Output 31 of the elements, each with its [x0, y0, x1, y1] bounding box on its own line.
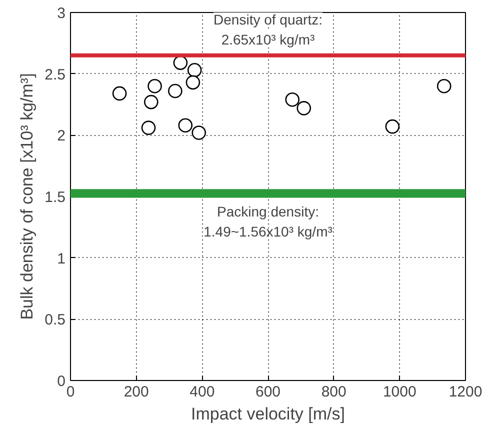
x-tick-label: 400	[190, 384, 215, 400]
point	[148, 78, 162, 94]
point	[168, 84, 182, 98]
band-label: Packing density: 1.49~1.56x10³ kg/m³	[204, 204, 333, 240]
y-tick-label: 0.5	[44, 312, 66, 329]
x-tick-label: 600	[255, 384, 281, 400]
y-tick-label: 2	[57, 128, 66, 145]
point	[178, 118, 193, 132]
point	[112, 86, 127, 101]
point	[385, 119, 400, 134]
y-tick-label: 0	[57, 373, 66, 390]
point	[436, 78, 452, 94]
y-tick-label: 1.5	[44, 189, 66, 206]
y-tick-label: 2.5	[44, 66, 66, 84]
x-tick-label: 800	[321, 384, 346, 400]
x-tick-label: 1000	[382, 384, 416, 400]
y-tick-label: 3	[57, 5, 66, 22]
point	[186, 75, 200, 90]
x-axis-title: Impact velocity [m/s]	[191, 404, 345, 424]
point	[296, 101, 312, 116]
point	[141, 120, 156, 135]
point	[192, 126, 206, 140]
y-tick-label: 1	[57, 250, 66, 268]
ref-line-label: Density of quartz: 2.65x10³ kg/m³	[214, 11, 322, 48]
point	[285, 92, 300, 107]
x-tick-label: 1200	[448, 384, 482, 400]
x-tick-label: 200	[124, 384, 149, 400]
y-axis-title: Bulk density of cone [x10³ kg/m³]	[18, 73, 37, 320]
point	[144, 94, 158, 110]
point	[187, 63, 202, 78]
point	[173, 56, 188, 70]
